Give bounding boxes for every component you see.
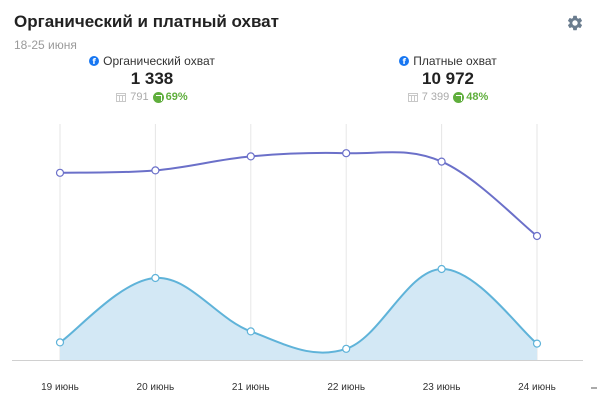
trend-up-icon	[453, 91, 465, 103]
series-1-point	[246, 327, 255, 336]
series-0-point	[246, 152, 255, 161]
kpi-paid-change: 48%	[466, 91, 489, 103]
kpi-paid-previous: 7 399	[421, 91, 450, 103]
calendar-icon	[407, 93, 418, 102]
series-0-point	[151, 166, 160, 175]
x-tick-label: 22 июнь	[327, 382, 365, 393]
series-0-point	[55, 168, 65, 177]
series-1-line	[59, 267, 538, 354]
series-1-point	[437, 264, 446, 274]
series-0-point	[532, 231, 542, 241]
series-1-point	[151, 273, 160, 283]
series-1-point	[342, 344, 351, 353]
series-1-point	[55, 338, 65, 347]
x-tick-label: 19 июнь	[41, 382, 79, 393]
x-tick-label: 23 июнь	[423, 382, 461, 393]
facebook-icon: f	[399, 56, 410, 66]
series-0-line	[59, 151, 538, 237]
kpi-paid-label: Платные охват	[413, 54, 497, 68]
series-0-point	[342, 149, 351, 158]
kpi-organic-value: 1 338	[130, 69, 174, 88]
kpi-organic-previous: 791	[130, 91, 149, 103]
trend-up-icon	[152, 91, 164, 103]
kpi-organic-label: Органический охват	[103, 54, 215, 68]
series-1-area	[60, 268, 537, 360]
gear-icon[interactable]	[566, 14, 584, 32]
date-range: 18-25 июня	[14, 38, 77, 52]
x-tick-label: 21 июнь	[232, 382, 270, 393]
series-0-point	[437, 157, 446, 166]
series-1-point	[532, 339, 542, 348]
calendar-icon	[116, 93, 127, 102]
x-tick-label: 24 июнь	[518, 382, 556, 393]
kpi-organic-change: 69%	[165, 91, 188, 103]
kpi-paid: f Платные охват 10 972 7 399 48%	[348, 54, 548, 103]
kpi-organic: f Органический охват 1 338 791 69%	[52, 54, 252, 103]
x-tick-label: 20 июнь	[137, 382, 175, 393]
kpi-paid-value: 10 972	[422, 69, 474, 88]
chart-title: Органический и платный охват	[14, 12, 279, 31]
facebook-icon: f	[89, 56, 100, 66]
